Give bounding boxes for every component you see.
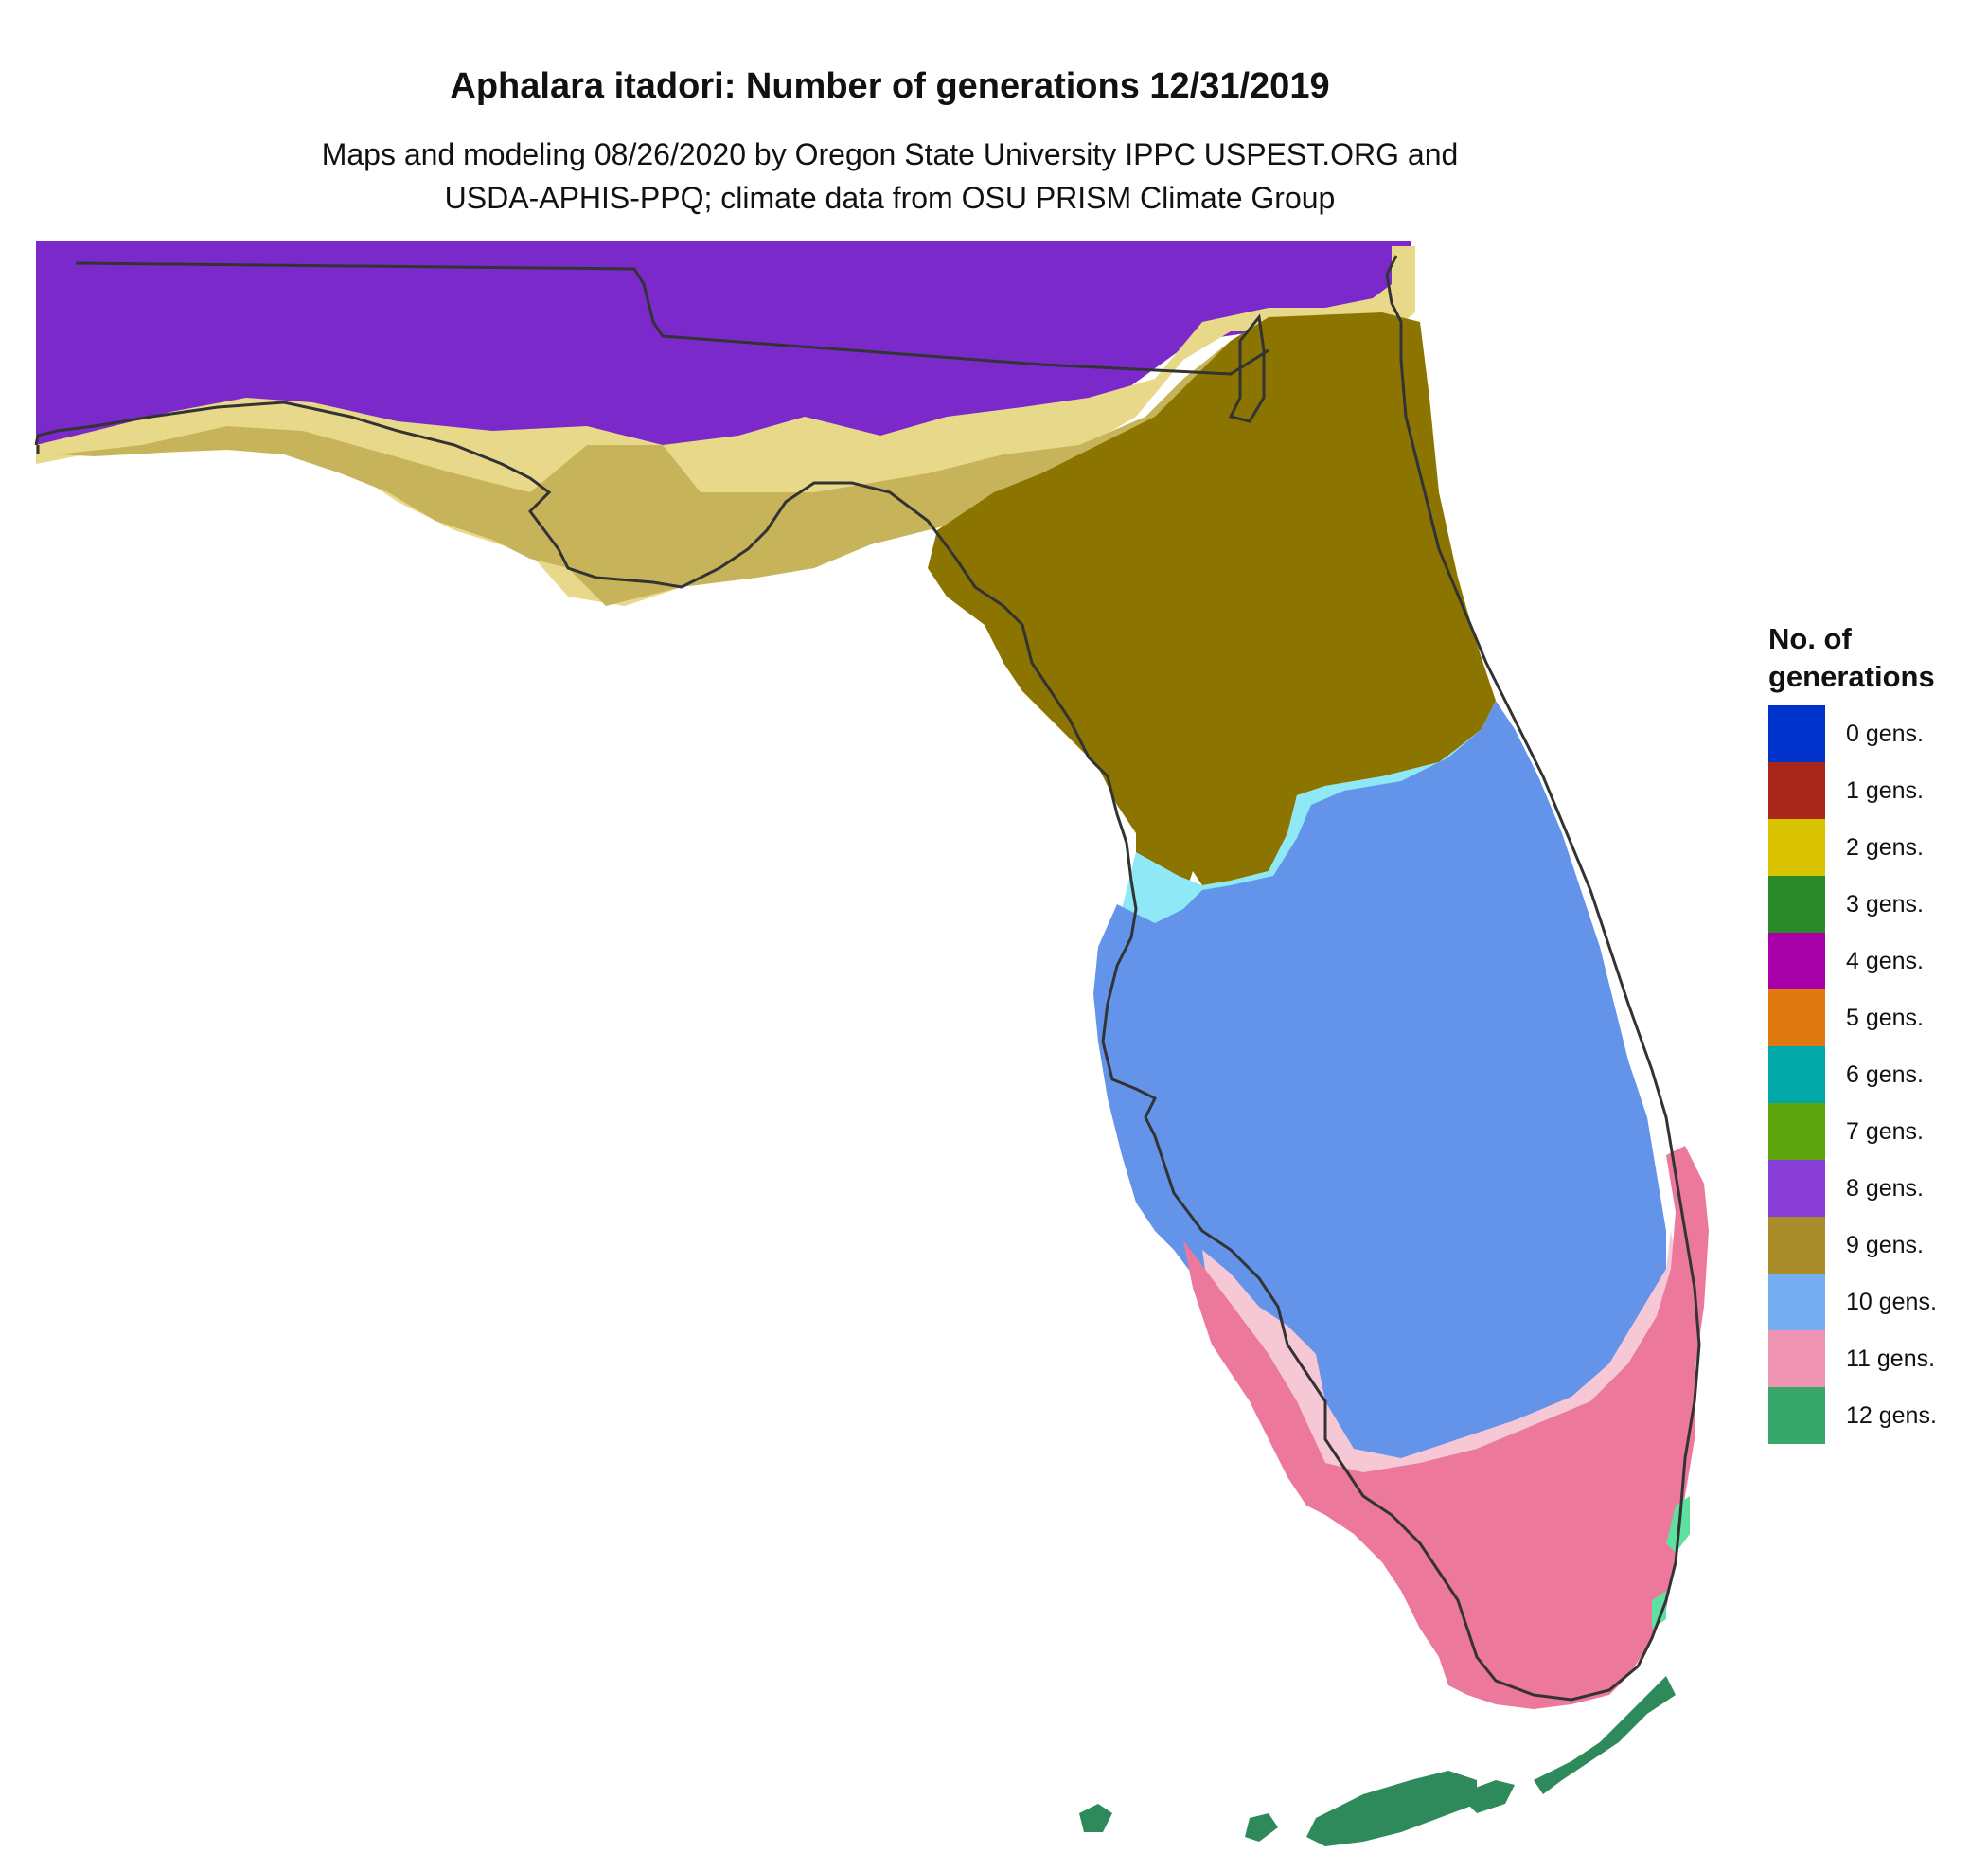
legend-swatch bbox=[1768, 819, 1825, 876]
legend-title-line-2: generations bbox=[1768, 660, 1935, 693]
legend-swatch bbox=[1768, 1103, 1825, 1160]
legend-label: 0 gens. bbox=[1846, 720, 1925, 747]
legend-item: 12 gens. bbox=[1768, 1387, 1937, 1444]
legend-swatch bbox=[1768, 1274, 1825, 1330]
subtitle-line-1: Maps and modeling 08/26/2020 by Oregon S… bbox=[321, 137, 1459, 171]
legend-item: 0 gens. bbox=[1768, 705, 1937, 762]
legend-title-line-1: No. of bbox=[1768, 622, 1852, 655]
zone-9-gens-mid bbox=[57, 331, 1269, 606]
legend-item: 6 gens. bbox=[1768, 1046, 1937, 1103]
zone-10-gens bbox=[1093, 701, 1666, 1468]
map-subtitle: Maps and modeling 08/26/2020 by Oregon S… bbox=[0, 133, 1780, 220]
legend-swatch bbox=[1768, 1160, 1825, 1217]
zone-11-gens bbox=[1183, 1146, 1709, 1709]
legend-label: 2 gens. bbox=[1846, 833, 1925, 861]
legend-label: 12 gens. bbox=[1846, 1401, 1937, 1429]
legend-item: 1 gens. bbox=[1768, 762, 1937, 819]
legend-title: No. of generations bbox=[1768, 620, 1937, 696]
map-title: Aphalara itadori: Number of generations … bbox=[450, 66, 1330, 106]
legend-swatch bbox=[1768, 1387, 1825, 1444]
legend-item: 9 gens. bbox=[1768, 1217, 1937, 1274]
legend-label: 1 gens. bbox=[1846, 776, 1925, 804]
legend-swatch bbox=[1768, 1217, 1825, 1274]
legend-label: 10 gens. bbox=[1846, 1288, 1937, 1315]
zone-12-gens-keys bbox=[1079, 1676, 1676, 1846]
legend-label: 9 gens. bbox=[1846, 1231, 1925, 1258]
legend-label: 3 gens. bbox=[1846, 890, 1925, 918]
legend-item: 5 gens. bbox=[1768, 989, 1937, 1046]
zone-9-gens-dark bbox=[928, 312, 1496, 918]
legend-label: 11 gens. bbox=[1846, 1345, 1936, 1372]
legend-swatch bbox=[1768, 933, 1825, 989]
state-outline bbox=[34, 255, 1701, 1702]
legend-swatch bbox=[1768, 762, 1825, 819]
legend-label: 8 gens. bbox=[1846, 1174, 1925, 1202]
subtitle-line-2: USDA-APHIS-PPQ; climate data from OSU PR… bbox=[444, 181, 1336, 215]
legend-item: 4 gens. bbox=[1768, 933, 1937, 989]
zone-8-gens bbox=[36, 241, 1411, 516]
legend-item: 11 gens. bbox=[1768, 1330, 1937, 1387]
legend-label: 7 gens. bbox=[1846, 1117, 1925, 1145]
state-border bbox=[75, 261, 1269, 376]
legend: No. of generations 0 gens. 1 gens. 2 gen… bbox=[1768, 620, 1937, 1444]
legend-swatch bbox=[1768, 1330, 1825, 1387]
legend-item: 7 gens. bbox=[1768, 1103, 1937, 1160]
legend-item: 3 gens. bbox=[1768, 876, 1937, 933]
legend-swatch bbox=[1768, 876, 1825, 933]
legend-item: 10 gens. bbox=[1768, 1274, 1937, 1330]
legend-swatch bbox=[1768, 705, 1825, 762]
florida-generation-map bbox=[34, 241, 1709, 1846]
legend-label: 4 gens. bbox=[1846, 947, 1925, 974]
legend-label: 6 gens. bbox=[1846, 1060, 1925, 1088]
legend-item: 2 gens. bbox=[1768, 819, 1937, 876]
legend-item: 8 gens. bbox=[1768, 1160, 1937, 1217]
legend-label: 5 gens. bbox=[1846, 1004, 1925, 1031]
legend-swatch bbox=[1768, 989, 1825, 1046]
legend-swatch bbox=[1768, 1046, 1825, 1103]
legend-items: 0 gens. 1 gens. 2 gens. 3 gens. 4 gens. … bbox=[1768, 705, 1937, 1444]
